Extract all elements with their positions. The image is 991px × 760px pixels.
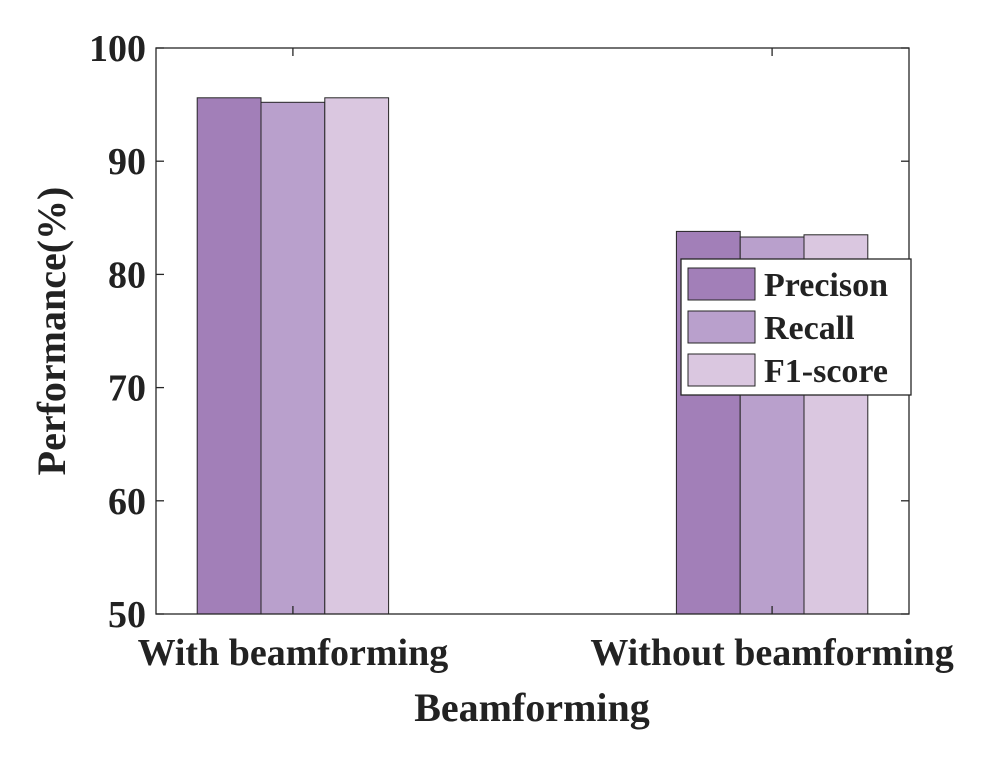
legend-label: F1-score	[764, 353, 888, 390]
legend-swatch-recall	[687, 310, 756, 344]
legend-label: Precison	[764, 267, 888, 304]
x-tick-label: Without beamforming	[590, 632, 953, 674]
bar-precison-1	[196, 97, 262, 615]
y-tick-label: 90	[108, 141, 146, 183]
bar-f1-score-1	[324, 97, 390, 615]
legend-swatch-precison	[687, 267, 756, 301]
x-axis-title: Beamforming	[414, 685, 650, 730]
legend-label: Recall	[764, 310, 855, 347]
y-tick-label: 80	[108, 254, 146, 296]
y-tick-label: 50	[108, 594, 146, 636]
bar-recall-1	[260, 101, 326, 615]
x-tick-label: With beamforming	[138, 632, 449, 674]
y-axis-title: Performance(%)	[29, 187, 74, 476]
legend: Precison Recall F1-score	[680, 258, 912, 396]
y-tick-label: 70	[108, 368, 146, 410]
y-tick-label: 60	[108, 481, 146, 523]
y-tick-label: 100	[89, 28, 146, 70]
labels-layer: With beamforming Without beamforming 50 60 7…	[89, 28, 954, 674]
legend-swatch-f1-score	[687, 353, 756, 387]
